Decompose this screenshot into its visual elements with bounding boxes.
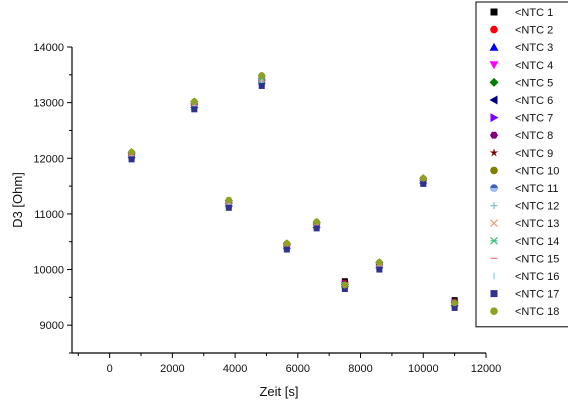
y-tick-label: 10000: [33, 265, 64, 277]
legend-marker: [490, 166, 498, 175]
series-12: [128, 79, 458, 309]
legend-label: <NTC 1: [515, 7, 553, 19]
legend-label: <NTC 2: [515, 25, 553, 37]
legend-label: <NTC 17: [515, 289, 559, 301]
series-4: [127, 78, 459, 308]
x-tick-label: 0: [107, 363, 113, 375]
series-3: [127, 76, 459, 306]
data-point: [258, 72, 266, 79]
legend-label: <NTC 13: [515, 218, 559, 230]
legend-marker: [490, 202, 498, 210]
series-5: [127, 71, 459, 307]
series-2: [128, 75, 458, 306]
legend-label: <NTC 7: [515, 113, 553, 125]
legend-marker: [490, 219, 498, 228]
legend-marker: [489, 42, 499, 51]
series-7: [128, 76, 459, 307]
y-tick-label: 14000: [33, 42, 64, 54]
series-9: [127, 76, 459, 306]
data-point: [313, 225, 320, 232]
legend-marker: [489, 77, 499, 87]
data-point: [258, 82, 265, 89]
legend-label: <NTC 4: [515, 60, 553, 72]
series-18: [128, 72, 458, 307]
data-point: [341, 286, 348, 293]
legend-marker: [490, 290, 498, 298]
series-8: [128, 77, 459, 306]
series-1: [128, 78, 458, 304]
legend-box: [475, 1, 568, 328]
legend: <NTC 1 <NTC 2 <NTC 3 <NTC 4 <NTC 5 <NTC 6 <NTC…: [475, 1, 568, 328]
legend-label: <NTC 6: [515, 95, 553, 107]
legend-marker: [489, 148, 499, 157]
data-point: [283, 240, 291, 247]
legend-marker: [490, 25, 498, 34]
series-6: [127, 76, 458, 307]
plot-axes: 0 2000 4000 6000 8000 10000 12000 9000 10000 1100…: [33, 42, 501, 375]
x-tick-label: 8000: [348, 363, 372, 375]
legend-marker: [489, 95, 498, 105]
series-14: [128, 78, 459, 309]
data-point: [191, 106, 198, 113]
x-tick-label: 6000: [286, 363, 310, 375]
x-tick-label: 10000: [408, 363, 439, 375]
data-point: [420, 180, 427, 187]
legend-marker: [490, 113, 499, 123]
legend-label: <NTC 8: [515, 130, 553, 142]
data-point: [225, 204, 232, 211]
data-point: [128, 156, 135, 163]
legend-label: <NTC 11: [515, 183, 559, 195]
x-tick-label: 4000: [223, 363, 247, 375]
x-axis-title: Zeit [s]: [259, 384, 298, 399]
x-tick-label: 2000: [160, 363, 184, 375]
legend-marker: [490, 131, 498, 139]
series-15: [128, 80, 458, 305]
legend-label: <NTC 14: [515, 236, 559, 248]
legend-label: <NTC 12: [515, 201, 559, 213]
legend-marker: [489, 61, 499, 70]
series-13: [128, 78, 459, 309]
data-point: [451, 304, 458, 311]
plot-marks: [127, 71, 459, 311]
y-tick-label: 12000: [33, 153, 64, 165]
series-10: [128, 73, 458, 307]
y-tick-label: 9000: [40, 320, 64, 332]
data-point: [451, 299, 458, 307]
data-point: [419, 175, 427, 182]
legend-label: <NTC 5: [515, 77, 553, 89]
data-point: [191, 98, 198, 105]
data-point: [283, 246, 290, 253]
x-tick-label: 12000: [471, 363, 502, 375]
legend-label: <NTC 16: [515, 271, 559, 283]
legend-marker: [490, 236, 498, 245]
data-point: [376, 259, 383, 266]
series-11: [128, 80, 458, 310]
legend-label: <NTC 9: [515, 148, 553, 160]
data-point: [341, 281, 349, 289]
legend-marker: [490, 307, 498, 316]
data-point: [313, 218, 320, 225]
data-point: [128, 148, 135, 156]
legend-marker-half: [490, 188, 498, 192]
y-axis-title: D3 [Ohm]: [10, 172, 25, 228]
y-tick-label: 11000: [34, 209, 64, 221]
legend-label: <NTC 10: [515, 165, 559, 177]
series-17: [128, 82, 458, 311]
legend-label: <NTC 15: [515, 253, 559, 265]
y-tick-label: 13000: [33, 98, 64, 110]
legend-marker: [490, 8, 498, 16]
legend-label: <NTC 3: [515, 42, 553, 54]
series-16: [130, 77, 456, 308]
data-point: [225, 196, 233, 204]
data-point: [376, 266, 383, 273]
legend-label: <NTC 18: [515, 306, 559, 318]
